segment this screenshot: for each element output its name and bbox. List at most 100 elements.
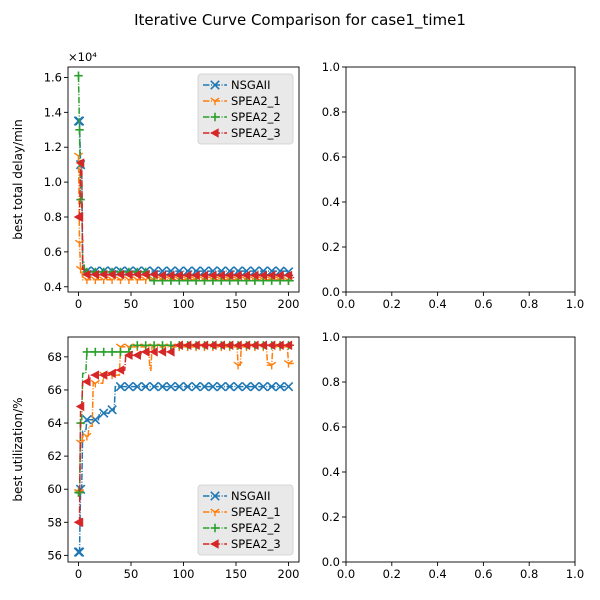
x-tick-label: 0.6	[474, 567, 492, 581]
y-tick-label: 0.0	[322, 555, 340, 569]
axes-bottom-left: 0 50 100 150 200 56 58 60 62 64 66 68 best utilizati…	[11, 336, 300, 581]
legend-frame	[197, 484, 294, 556]
data-point-SPEA2_3	[199, 270, 209, 281]
legend-marker-SPEA2_1	[210, 508, 220, 517]
series-line-SPEA2_1	[77, 155, 289, 282]
legend-label-SPEA2_3: SPEA2_3	[231, 537, 281, 551]
x-tick-label: 1.0	[566, 567, 584, 581]
x-tick-label: 0	[75, 567, 82, 581]
y-tick-label: 0.8	[322, 375, 340, 389]
data-point-SPEA2_2	[166, 341, 176, 350]
x-tick-label: 0.4	[428, 297, 446, 311]
data-point-SPEA2_1	[82, 432, 92, 441]
x-tick-label: 100	[173, 297, 195, 311]
data-point-SPEA2_3	[258, 340, 267, 350]
panels: 0 50 100 150 200 0.4 0.6 0.8 1.0 1.2 1.4 1.6 best to…	[11, 50, 584, 581]
data-point-SPEA2_3	[250, 340, 259, 350]
data-point-SPEA2_2	[82, 347, 92, 357]
x-tick-label: 0.2	[383, 297, 401, 311]
data-point-NSGAII	[140, 381, 151, 392]
x-tick-label: 0.4	[428, 567, 446, 581]
y-axis-label: best total delay/min	[11, 119, 25, 240]
data-point-NSGAII	[132, 381, 143, 392]
legend-marker-NSGAII	[210, 491, 220, 501]
y-tick-label: 1.2	[44, 140, 62, 154]
data-point-SPEA2_3	[149, 347, 158, 357]
y-tick-label: 1.0	[322, 60, 340, 74]
data-point-SPEA2_2	[74, 71, 83, 80]
data-point-SPEA2_3	[82, 269, 91, 280]
data-point-SPEA2_3	[233, 340, 242, 350]
y-tick-label: 0.6	[322, 150, 340, 164]
data-point-SPEA2_3	[224, 340, 234, 350]
x-tick-label: 0.0	[337, 567, 355, 581]
data-point-NSGAII	[208, 381, 218, 392]
y-tick-label: 0.4	[322, 195, 340, 209]
data-point-SPEA2_2	[158, 341, 167, 350]
data-point-SPEA2_1	[90, 379, 100, 388]
y-tick-label: 1.0	[322, 330, 340, 344]
data-point-SPEA2_3	[115, 365, 125, 375]
data-point-SPEA2_3	[182, 340, 192, 350]
data-point-SPEA2_3	[208, 270, 217, 281]
data-point-SPEA2_2	[107, 347, 117, 357]
series-markers-SPEA2_3	[73, 340, 293, 528]
data-point-SPEA2_3	[241, 270, 251, 281]
x-tick-label: 200	[278, 567, 300, 581]
y-tick-label: 64	[47, 416, 62, 430]
figure-title: Iterative Curve Comparison for case1_tim…	[134, 11, 466, 30]
y-tick-label: 68	[47, 350, 62, 364]
data-point-NSGAII	[98, 408, 109, 418]
data-point-SPEA2_3	[90, 269, 99, 280]
data-point-SPEA2_3	[140, 269, 150, 280]
data-point-NSGAII	[149, 381, 159, 392]
legend-label-NSGAII: NSGAII	[231, 78, 270, 92]
data-point-NSGAII	[250, 381, 260, 392]
data-point-SPEA2_3	[275, 270, 284, 281]
x-tick-label: 1.0	[566, 297, 584, 311]
legend-marker-SPEA2_2	[210, 523, 220, 533]
axes-bottom-right: 0.0 0.2 0.4 0.6 0.8 1.0 0.0 0.2 0.4 0.6 0.8 1.0	[322, 330, 584, 581]
legend-label-SPEA2_2: SPEA2_2	[231, 521, 281, 535]
x-tick-label: 0.8	[520, 567, 538, 581]
data-point-SPEA2_2	[149, 276, 159, 285]
legend-label-SPEA2_3: SPEA2_3	[231, 126, 281, 140]
data-point-SPEA2_2	[75, 125, 84, 134]
y-tick-label: 1.0	[44, 175, 62, 189]
data-point-SPEA2_2	[91, 347, 100, 357]
legend-marker-SPEA2_2	[210, 112, 220, 122]
series-group	[73, 71, 295, 285]
data-point-NSGAII	[191, 381, 201, 392]
data-point-NSGAII	[258, 381, 269, 392]
data-point-SPEA2_3	[283, 270, 293, 281]
data-point-SPEA2_3	[174, 340, 183, 350]
data-point-SPEA2_3	[174, 270, 183, 281]
data-point-SPEA2_3	[124, 269, 133, 280]
x-tick-label: 150	[225, 567, 247, 581]
series-markers-SPEA2_3	[73, 158, 293, 281]
x-tick-label: 150	[225, 297, 247, 311]
data-point-SPEA2_3	[74, 212, 84, 222]
data-point-NSGAII	[115, 381, 126, 392]
data-point-SPEA2_3	[82, 376, 91, 387]
legend: NSGAII SPEA2_1 SPEA2_2 SPEA2_3	[197, 484, 294, 556]
legend-marker-SPEA2_3	[210, 128, 219, 138]
data-point-NSGAII	[233, 381, 243, 392]
data-point-SPEA2_3	[115, 269, 125, 280]
data-point-SPEA2_3	[241, 340, 251, 350]
y-tick-label: 0.2	[322, 240, 340, 254]
data-point-NSGAII	[241, 381, 252, 392]
y-tick-label: 0.8	[44, 210, 62, 224]
y-tick-label: 0.4	[322, 465, 340, 479]
data-point-SPEA2_3	[216, 270, 225, 281]
data-point-SPEA2_3	[132, 269, 141, 280]
data-point-NSGAII	[74, 547, 85, 557]
data-point-SPEA2_3	[149, 269, 158, 280]
axes-frame	[345, 66, 576, 293]
data-point-SPEA2_3	[250, 270, 259, 281]
data-point-SPEA2_3	[75, 401, 85, 412]
data-point-SPEA2_3	[208, 340, 217, 350]
data-point-SPEA2_2	[149, 341, 159, 350]
data-point-NSGAII	[224, 381, 235, 392]
